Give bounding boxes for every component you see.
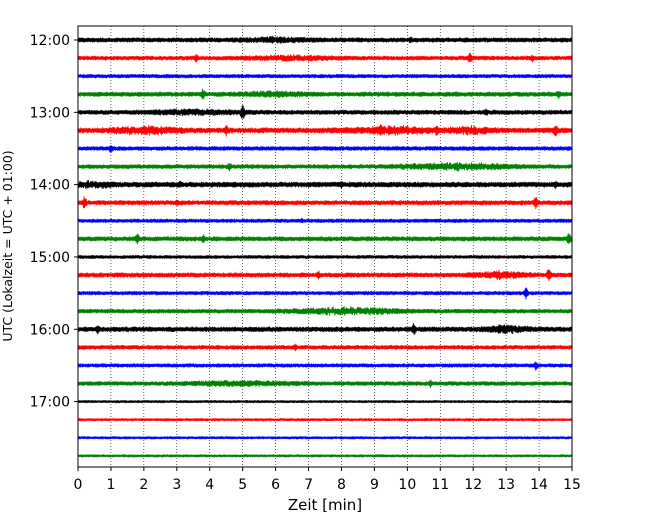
x-axis-label: Zeit [min] — [288, 496, 362, 514]
x-tick-label: 7 — [304, 477, 313, 493]
x-tick-label: 4 — [205, 477, 214, 493]
x-tick-label: 3 — [172, 477, 181, 493]
seismogram-trace-1200 — [77, 35, 573, 44]
y-axis: 12:00 13:00 14:00 15:00 16:00 17:00 — [30, 33, 78, 411]
x-tick-label: 1 — [106, 477, 115, 493]
seismogram-trace-1745 — [77, 454, 573, 458]
seismogram-trace-1215 — [77, 52, 573, 63]
seismogram-trace-1445 — [77, 233, 573, 245]
plot-frame — [77, 25, 573, 468]
x-tick-label: 11 — [431, 477, 449, 493]
seismogram-trace-1230 — [77, 73, 573, 79]
x-tick-label: 8 — [337, 477, 346, 493]
seismogram-trace-1615 — [77, 343, 573, 352]
seismogram-trace-1415 — [77, 196, 573, 210]
x-axis: 0 1 2 3 4 5 6 7 8 9 10 11 12 13 14 15 — [74, 467, 581, 493]
x-tick-label: 12 — [464, 477, 482, 493]
y-tick-label: 12:00 — [30, 33, 70, 49]
y-tick-label: 16:00 — [30, 322, 70, 338]
x-tick-label: 14 — [530, 477, 548, 493]
seismogram-trace-1300 — [77, 105, 573, 119]
seismogram-trace-1500 — [77, 254, 573, 260]
seismogram-trace-1545 — [77, 306, 573, 316]
seismogram-trace-1315 — [77, 124, 573, 137]
seismogram-trace-1400 — [77, 179, 573, 189]
seismogram-trace-1245 — [77, 88, 573, 100]
seismogram-trace-1515 — [77, 269, 573, 282]
x-tick-label: 5 — [238, 477, 247, 493]
x-tick-label: 13 — [497, 477, 515, 493]
seismogram-trace-1330 — [77, 145, 573, 153]
seismogram-trace-1430 — [77, 218, 573, 224]
seismogram-trace-1730 — [77, 436, 573, 440]
x-tick-label: 9 — [370, 477, 379, 493]
seismogram-trace-1700 — [77, 399, 573, 404]
seismogram-trace-1630 — [77, 361, 573, 371]
y-tick-label: 14:00 — [30, 178, 70, 194]
seismogram-trace-1715 — [77, 418, 573, 422]
seismogram-trace-1600 — [77, 322, 573, 335]
seismogram-traces — [77, 35, 573, 458]
x-tick-label: 6 — [271, 477, 280, 493]
x-tick-label: 15 — [563, 477, 581, 493]
y-tick-label: 17:00 — [30, 395, 70, 411]
seismogram-trace-1345 — [77, 161, 573, 172]
y-tick-label: 15:00 — [30, 250, 70, 266]
seismogram-trace-1645 — [77, 379, 573, 388]
y-tick-label: 13:00 — [30, 105, 70, 121]
x-tick-label: 10 — [398, 477, 416, 493]
seismogram-trace-1530 — [77, 287, 573, 300]
y-axis-label: UTC (Lokalzeit = UTC + 01:00) — [0, 150, 15, 341]
x-tick-label: 2 — [139, 477, 148, 493]
x-tick-label: 0 — [74, 477, 83, 493]
